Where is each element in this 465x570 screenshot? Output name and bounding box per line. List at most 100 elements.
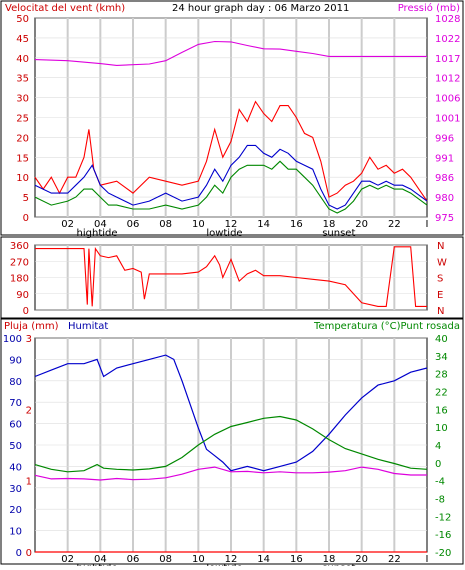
series-punt-rosada-line xyxy=(34,466,427,481)
compass-tick-label: N xyxy=(437,306,444,317)
chart-title: 24 hour graph day : 06 Marzo 2011 xyxy=(172,3,349,14)
x-tick-label: 02 xyxy=(61,219,74,230)
pressure-tick-label: 1017 xyxy=(435,54,460,65)
x-tick-label: 02 xyxy=(61,554,74,565)
x-tick-label: 16 xyxy=(290,219,303,230)
humidity-tick-label: 50 xyxy=(9,441,22,452)
pressure-tick-label: 1022 xyxy=(435,34,460,45)
humidity-tick-label: 0 xyxy=(16,548,22,559)
temperature-tick-label: -12 xyxy=(435,512,451,523)
temperature-tick-label: -8 xyxy=(435,495,445,506)
rain-tick-label: 2 xyxy=(26,405,32,416)
compass-tick-label: W xyxy=(437,257,447,268)
x-tick-label: 10 xyxy=(192,219,205,230)
x-tick-label: 22 xyxy=(388,219,401,230)
hightide-annotation: hightide xyxy=(77,228,118,239)
compass-tick-label: E xyxy=(437,290,443,301)
wind-tick-label: 20 xyxy=(16,133,29,144)
wind-tick-label: 5 xyxy=(23,193,29,204)
pressure-tick-label: 1001 xyxy=(435,114,460,125)
temperature-tick-label: 16 xyxy=(435,405,448,416)
rain-tick-label: 3 xyxy=(26,334,32,345)
compass-tick-label: S xyxy=(437,274,443,285)
temperature-tick-label: 28 xyxy=(435,370,448,381)
rain-axis-title: Pluja (mm) xyxy=(4,321,59,332)
series-temperatura-line xyxy=(34,415,428,473)
pressure-tick-label: 975 xyxy=(435,213,454,224)
humidity-tick-label: 100 xyxy=(3,334,22,345)
temp-panel-frame xyxy=(0,318,464,565)
humidity-tick-label: 60 xyxy=(9,420,22,431)
x-tick-label: 16 xyxy=(290,554,303,565)
x-tick-label: 04 xyxy=(94,219,107,230)
x-tick-label: 12 xyxy=(225,219,238,230)
temperature-tick-label: 0 xyxy=(435,459,441,470)
direction-tick-label: 90 xyxy=(16,290,29,301)
wind-tick-label: 10 xyxy=(16,173,29,184)
direction-tick-label: 180 xyxy=(10,274,29,285)
humidity-tick-label: 10 xyxy=(9,527,22,538)
temperature-axis-title: Temperatura (°C)Punt rosada xyxy=(313,321,460,332)
humidity-tick-label: 40 xyxy=(9,462,22,473)
x-tick-label: 22 xyxy=(388,554,401,565)
direction-tick-label: 270 xyxy=(10,257,29,268)
x-tick-label: 04 xyxy=(94,554,107,565)
x-tick-label: 20 xyxy=(355,219,368,230)
pressure-tick-label: 986 xyxy=(435,173,454,184)
x-tick-label: 18 xyxy=(323,554,336,565)
x-tick-label: 12 xyxy=(225,554,238,565)
x-tick-label: 06 xyxy=(127,554,140,565)
humidity-tick-label: 70 xyxy=(9,398,22,409)
compass-tick-label: N xyxy=(437,241,444,252)
wind-tick-label: 15 xyxy=(16,153,29,164)
humidity-tick-label: 80 xyxy=(9,377,22,388)
x-tick-label: 14 xyxy=(257,554,270,565)
humidity-tick-label: 20 xyxy=(9,505,22,516)
humidity-tick-label: 90 xyxy=(9,355,22,366)
x-tick-label: 06 xyxy=(127,219,140,230)
series-wind-gust-line xyxy=(34,100,428,202)
series-wind-average-line xyxy=(34,160,428,214)
sunset-annotation: sunset xyxy=(322,228,355,239)
temperature-tick-label: -4 xyxy=(435,477,445,488)
series-humitat-line xyxy=(34,354,428,472)
wind-tick-label: 0 xyxy=(23,213,29,224)
pressure-axis-title: Pressió (mb) xyxy=(398,2,460,14)
temperature-tick-label: -20 xyxy=(435,548,451,559)
series-pressi--line xyxy=(34,40,427,66)
wind-panel-frame xyxy=(0,0,464,236)
x-tick-label: I xyxy=(426,219,429,230)
x-tick-label: 08 xyxy=(159,219,172,230)
temperature-tick-label: 40 xyxy=(435,334,448,345)
wind-axis-title: Velocitat del vent (kmh) xyxy=(5,3,125,14)
wind-tick-label: 30 xyxy=(16,94,29,105)
wind-tick-label: 35 xyxy=(16,74,29,85)
temperature-tick-label: -16 xyxy=(435,530,451,541)
pressure-tick-label: 991 xyxy=(435,153,454,164)
x-tick-label: 18 xyxy=(323,219,336,230)
x-tick-label: I xyxy=(426,554,429,565)
x-tick-label: 08 xyxy=(159,554,172,565)
pressure-tick-label: 996 xyxy=(435,133,454,144)
wind-tick-label: 45 xyxy=(16,34,29,45)
direction-panel-frame xyxy=(0,236,464,319)
series-wind-direction-line xyxy=(35,246,427,307)
humidity-tick-label: 30 xyxy=(9,484,22,495)
pressure-tick-label: 980 xyxy=(435,193,454,204)
wind-tick-label: 25 xyxy=(16,114,29,125)
pressure-tick-label: 1012 xyxy=(435,74,460,85)
humidity-axis-title: Humitat xyxy=(68,321,108,332)
x-tick-label: 10 xyxy=(192,554,205,565)
rain-tick-label: 0 xyxy=(26,548,32,559)
lowtide-annotation: lowtide xyxy=(206,228,242,239)
temperature-tick-label: 10 xyxy=(435,423,448,434)
x-tick-label: 14 xyxy=(257,219,270,230)
pressure-tick-label: 1006 xyxy=(435,94,460,105)
direction-tick-label: 360 xyxy=(10,241,29,252)
pressure-tick-label: 1028 xyxy=(435,14,460,25)
chart-layers: 0510152025303540455097598098699199610011… xyxy=(3,14,461,570)
temperature-tick-label: 22 xyxy=(435,388,448,399)
direction-tick-label: 0 xyxy=(23,306,29,317)
rain-tick-label: 1 xyxy=(26,477,32,488)
